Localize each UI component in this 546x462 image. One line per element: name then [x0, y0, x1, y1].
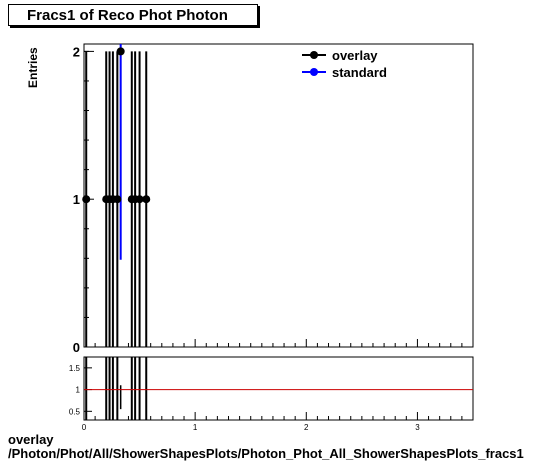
footer-path: /Photon/Phot/All/ShowerShapesPlots/Photo…	[8, 446, 524, 461]
ratio-y-tick-label: 1	[76, 386, 81, 395]
y-tick-label: 1	[73, 192, 80, 207]
overlay-point	[135, 195, 144, 204]
ratio-x-tick-label: 2	[304, 423, 309, 432]
overlay-point	[142, 195, 151, 204]
standard-point	[116, 47, 125, 56]
ratio-y-tick-label: 1.5	[69, 364, 81, 373]
y-tick-label: 2	[73, 44, 80, 59]
legend-label: overlay	[332, 48, 378, 63]
y-tick-label: 0	[73, 340, 80, 355]
ratio-x-tick-label: 1	[193, 423, 198, 432]
legend-marker	[310, 68, 318, 76]
overlay-point	[82, 195, 91, 204]
overlay-point	[113, 195, 122, 204]
footer-label: overlay	[8, 432, 54, 447]
ratio-plot-frame	[83, 356, 474, 421]
plot-title: Fracs1 of Reco Phot Photon	[8, 4, 258, 26]
legend-marker	[310, 51, 318, 59]
ratio-x-tick-label: 0	[82, 423, 87, 432]
ratio-y-tick-label: 0.5	[69, 407, 81, 416]
ratio-x-tick-label: 3	[415, 423, 420, 432]
legend-label: standard	[332, 65, 387, 80]
main-plot-frame	[83, 43, 474, 348]
